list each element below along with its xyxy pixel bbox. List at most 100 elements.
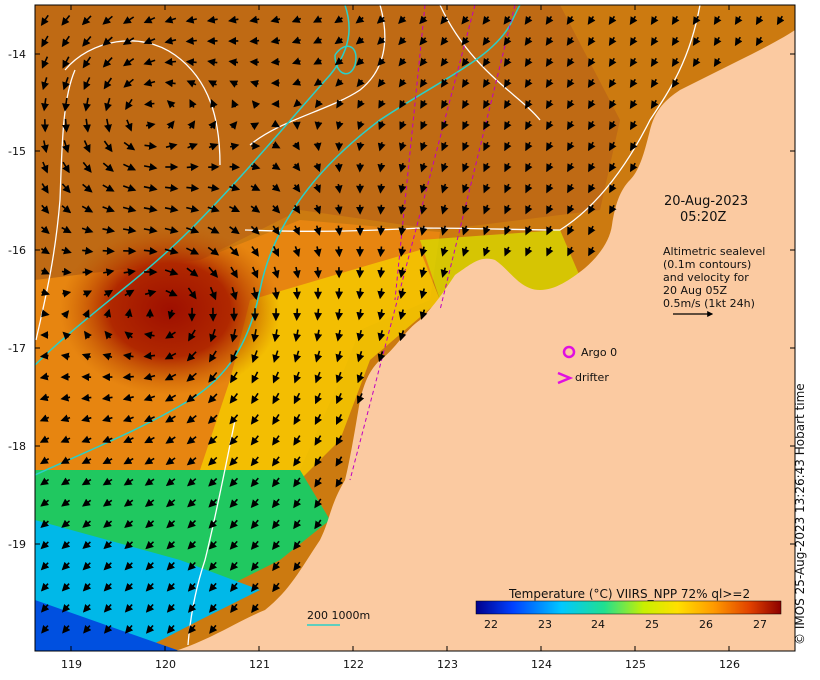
velocity-arrow	[313, 36, 323, 44]
velocity-arrow	[62, 161, 70, 174]
velocity-arrow	[208, 120, 217, 130]
velocity-arrow	[41, 624, 50, 634]
velocity-arrow	[143, 15, 156, 24]
velocity-arrow	[272, 350, 281, 363]
velocity-arrow	[567, 225, 575, 236]
velocity-arrow	[545, 99, 554, 110]
velocity-arrow	[124, 582, 134, 592]
velocity-arrow	[420, 99, 428, 109]
velocity-arrow	[82, 309, 90, 319]
velocity-arrow	[483, 99, 491, 109]
velocity-arrow	[713, 57, 722, 68]
velocity-arrow	[525, 183, 533, 194]
velocity-arrow	[39, 456, 50, 465]
velocity-arrow	[587, 120, 596, 131]
velocity-arrow	[314, 498, 323, 509]
velocity-arrow	[483, 183, 491, 194]
velocity-arrow	[187, 142, 198, 151]
velocity-arrow	[82, 582, 92, 592]
velocity-arrow	[186, 204, 200, 213]
x-tick-label: 125	[625, 658, 646, 671]
velocity-arrow	[166, 624, 176, 634]
velocity-arrow	[103, 268, 115, 277]
velocity-arrow	[164, 205, 179, 213]
velocity-arrow	[293, 98, 302, 108]
velocity-arrow	[82, 56, 92, 69]
velocity-arrow	[229, 246, 240, 257]
velocity-arrow	[83, 624, 92, 634]
velocity-arrow	[144, 141, 158, 150]
velocity-arrow	[734, 36, 743, 47]
velocity-arrow	[271, 246, 280, 258]
y-tick-label: -15	[8, 145, 26, 158]
velocity-arrow	[483, 225, 491, 236]
velocity-arrow	[103, 603, 113, 613]
velocity-arrow	[566, 15, 575, 25]
velocity-arrow	[629, 120, 638, 131]
velocity-arrow	[145, 519, 155, 529]
velocity-arrow	[83, 330, 92, 340]
velocity-arrow	[166, 100, 176, 109]
velocity-arrow	[250, 414, 259, 425]
velocity-arrow	[419, 288, 428, 299]
velocity-arrow	[292, 246, 301, 258]
velocity-arrow	[40, 161, 49, 174]
velocity-arrow	[398, 36, 407, 46]
velocity-arrow	[145, 540, 155, 550]
velocity-arrow	[588, 162, 596, 173]
velocity-arrow	[250, 204, 261, 213]
argo-label: Argo 0	[581, 346, 617, 359]
velocity-arrow	[398, 204, 407, 215]
velocity-arrow	[504, 183, 512, 194]
velocity-arrow	[123, 477, 134, 486]
velocity-arrow	[208, 582, 218, 592]
velocity-arrow	[189, 99, 197, 109]
velocity-arrow	[143, 36, 156, 45]
velocity-arrow	[208, 266, 219, 278]
velocity-arrow	[313, 57, 323, 65]
velocity-arrow	[462, 99, 470, 109]
velocity-arrow	[41, 288, 50, 297]
velocity-arrow	[356, 142, 365, 152]
velocity-arrow	[123, 141, 136, 151]
velocity-arrow	[39, 393, 50, 402]
velocity-arrow	[356, 288, 365, 300]
velocity-arrow	[356, 309, 365, 321]
velocity-arrow	[187, 582, 197, 592]
velocity-arrow	[250, 183, 261, 191]
velocity-arrow	[164, 268, 179, 276]
velocity-arrow	[81, 393, 92, 402]
velocity-arrow	[122, 393, 134, 402]
velocity-arrow	[186, 163, 199, 172]
velocity-arrow	[102, 184, 115, 192]
velocity-arrow	[81, 353, 91, 361]
velocity-arrow	[587, 36, 596, 46]
velocity-arrow	[271, 225, 280, 236]
velocity-arrow	[207, 183, 220, 192]
velocity-arrow	[103, 140, 113, 153]
velocity-arrow	[377, 330, 386, 342]
legend-line-5: 0.5m/s (1kt 24h)	[663, 297, 755, 310]
velocity-arrow	[545, 15, 554, 25]
velocity-arrow	[440, 78, 449, 88]
velocity-arrow	[61, 540, 71, 550]
velocity-arrow	[124, 308, 133, 319]
velocity-arrow	[123, 456, 134, 465]
velocity-arrow	[588, 246, 596, 257]
velocity-arrow	[314, 519, 323, 530]
velocity-arrow	[441, 162, 449, 173]
velocity-arrow	[440, 225, 449, 236]
velocity-arrow	[356, 350, 365, 363]
velocity-arrow	[186, 183, 200, 192]
velocity-arrow	[461, 15, 470, 25]
velocity-arrow	[356, 57, 365, 66]
colorbar-tick-label: 23	[538, 618, 552, 631]
velocity-arrow	[312, 15, 322, 23]
y-tick-label: -18	[8, 440, 26, 453]
velocity-arrow	[143, 78, 156, 87]
velocity-arrow	[419, 183, 428, 194]
velocity-arrow	[377, 162, 386, 173]
velocity-arrow	[61, 118, 70, 133]
velocity-arrow	[503, 15, 512, 25]
colorbar-bar	[475, 600, 782, 615]
